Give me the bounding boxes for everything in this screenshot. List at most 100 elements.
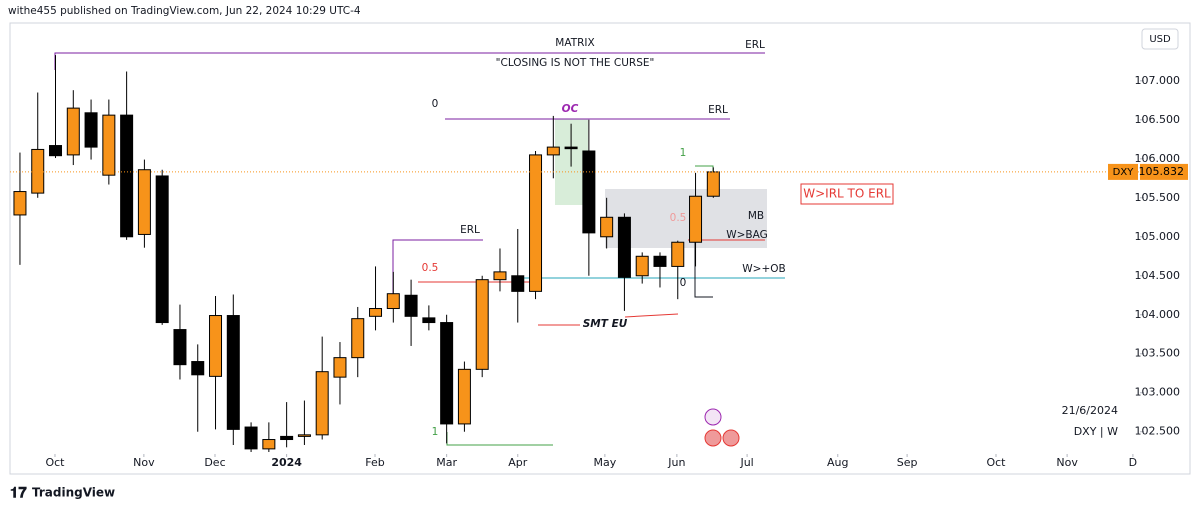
annotation: MATRIX [555, 37, 594, 49]
frame [9, 22, 1191, 475]
annotation: ERL [708, 104, 728, 116]
candles [13, 55, 720, 452]
candle-body [13, 191, 27, 216]
callout-box [800, 183, 894, 205]
candle-body [31, 148, 45, 194]
candle-body [351, 318, 365, 359]
y-tick-label: 106.500 [1135, 113, 1181, 126]
x-tick-label: Apr [508, 456, 528, 469]
y-tick-label: 104.000 [1135, 308, 1181, 321]
annotation: W>IRL TO ERL [803, 187, 891, 201]
y-tick-label: 102.500 [1135, 425, 1181, 438]
annotation: 0.5 [422, 262, 439, 274]
candle-body [369, 308, 383, 317]
candle-body [209, 315, 223, 377]
x-tick-label: Jul [739, 456, 753, 469]
candle-body [191, 361, 205, 376]
header: withe455 published on TradingView.com, J… [8, 5, 361, 17]
annotation: 0.5 [670, 212, 687, 224]
flag-icon [722, 429, 740, 447]
annotation: 1 [680, 147, 687, 159]
candle-body [475, 279, 489, 370]
candle-body [173, 329, 187, 366]
symbol-box [1108, 163, 1138, 180]
x-tick-label: Dec [204, 456, 225, 469]
y-tick-label: 106.000 [1135, 152, 1181, 165]
smt-line [624, 313, 679, 318]
symbol: DXY [1113, 167, 1135, 178]
candle-body [617, 216, 631, 278]
x-tick-label: Feb [365, 456, 384, 469]
footer: TradingView [32, 486, 115, 500]
x-tick-label: D [1129, 456, 1137, 469]
candle-body [600, 216, 614, 238]
annotation: ERL [745, 39, 765, 51]
x-tick-label: Oct [45, 456, 65, 469]
x-tick-label: Aug [827, 456, 848, 469]
annotation: W>BAG [726, 229, 768, 241]
candle-body [66, 107, 80, 156]
candle-body [244, 426, 258, 450]
candle-body [457, 368, 471, 425]
annotation: SMT EU [583, 318, 628, 330]
candle-body [315, 371, 329, 436]
currency: USD [1149, 34, 1171, 45]
candle-body [262, 439, 276, 450]
x-tick-label: Nov [1056, 456, 1078, 469]
y-tick-label: 105.000 [1135, 230, 1181, 243]
y-tick-label: 103.000 [1135, 386, 1181, 399]
annotation: OC [562, 103, 579, 115]
x-tick-label: Nov [133, 456, 155, 469]
candle-body [689, 195, 703, 243]
candle-body [546, 146, 560, 156]
candle-body [440, 322, 454, 425]
annotation: "CLOSING IS NOT THE CURSE" [496, 57, 655, 69]
currency-box [1141, 28, 1179, 50]
fib-line [446, 432, 553, 446]
candle-body [155, 175, 169, 324]
candle-body [529, 154, 543, 292]
annotation: MB [748, 210, 764, 222]
last-price-box [1140, 163, 1188, 180]
fib-line [694, 240, 713, 298]
x-tick-label: Oct [986, 456, 1006, 469]
candle-body [422, 317, 436, 324]
candle-body [120, 114, 134, 238]
annotation: W>+OB [742, 263, 785, 275]
candle-body [333, 357, 347, 378]
candle-body [511, 275, 525, 292]
y-tick-label: 103.500 [1135, 347, 1181, 360]
candle-body [493, 271, 507, 281]
x-tick-label: Jun [667, 456, 685, 469]
candle-body [653, 255, 667, 267]
x-tick-label: 2024 [271, 456, 302, 469]
matrix-line [54, 52, 765, 70]
footer-logo: 𝟏𝟕 [10, 484, 27, 502]
x-tick-label: May [593, 456, 616, 469]
candle-body [102, 114, 116, 176]
x-tick-label: Mar [436, 456, 457, 469]
candle-body [564, 146, 578, 150]
drawings [54, 52, 894, 447]
candle-body [84, 112, 98, 148]
interval-label: DXY | W [1074, 425, 1118, 438]
date-label: 21/6/2024 [1062, 404, 1118, 417]
last-price: 105.832 [1139, 165, 1185, 178]
candle-body [671, 241, 685, 267]
candle-body [297, 434, 311, 437]
candle-body [137, 169, 151, 235]
y-tick-label: 107.000 [1135, 74, 1181, 87]
y-tick-label: 104.500 [1135, 269, 1181, 282]
annotation: 1 [432, 426, 439, 438]
candle-body [386, 293, 400, 310]
y-tick-label: 105.500 [1135, 191, 1181, 204]
x-tick-label: Sep [897, 456, 918, 469]
annotation: 0 [680, 277, 687, 289]
annotation: ERL [460, 224, 480, 236]
candle-body [706, 171, 720, 197]
flag-icon [704, 429, 722, 447]
candle-body [404, 294, 418, 317]
candle-body [582, 150, 596, 234]
